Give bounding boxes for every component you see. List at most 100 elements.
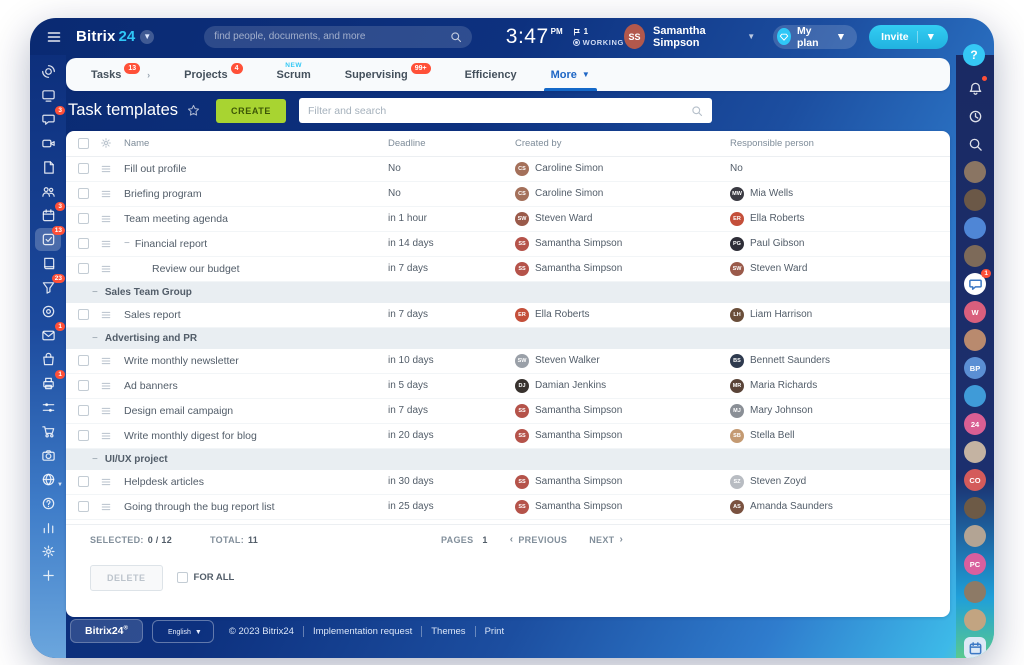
global-search-input[interactable] <box>214 31 450 42</box>
calendar-shortcut[interactable] <box>964 637 986 658</box>
avatar[interactable] <box>964 189 986 211</box>
person-name[interactable]: Steven Zoyd <box>750 476 807 488</box>
row-menu-icon[interactable] <box>100 188 124 200</box>
avatar[interactable] <box>964 525 986 547</box>
row-menu-icon[interactable] <box>100 309 124 321</box>
sidebar-item-crm[interactable] <box>35 253 61 274</box>
person-name[interactable]: Bennett Saunders <box>750 355 831 367</box>
sidebar-item-sites[interactable]: 1 <box>35 370 65 394</box>
select-all-checkbox[interactable] <box>78 137 89 149</box>
footer-brand-button[interactable]: Bitrix24® <box>70 619 143 644</box>
avatar[interactable] <box>964 609 986 631</box>
row-menu-icon[interactable] <box>100 501 124 513</box>
menu-icon[interactable] <box>46 29 62 45</box>
sidebar-item-sitemap[interactable]: ▼ <box>35 469 63 490</box>
template-name[interactable]: Briefing program <box>124 187 202 200</box>
collapse-icon[interactable]: − <box>92 286 98 298</box>
person-name[interactable]: Liam Harrison <box>750 309 813 321</box>
row-checkbox[interactable] <box>78 430 89 442</box>
row-menu-icon[interactable] <box>100 263 124 275</box>
person-name[interactable]: Damian Jenkins <box>535 380 607 392</box>
row-checkbox[interactable] <box>78 501 89 513</box>
user-menu[interactable]: SS Samantha Simpson ▼ <box>623 24 755 49</box>
sidebar-item-marketing[interactable] <box>35 301 61 322</box>
sidebar-item-feed[interactable] <box>35 61 61 82</box>
my-plan-button[interactable]: My plan ▼ <box>773 24 858 49</box>
tab-tasks[interactable]: Tasks 13 › <box>74 58 167 91</box>
column-header-name[interactable]: Name <box>124 137 150 149</box>
person-name[interactable]: Caroline Simon <box>535 188 604 200</box>
row-checkbox[interactable] <box>78 476 89 488</box>
avatar[interactable] <box>964 497 986 519</box>
row-checkbox[interactable] <box>78 405 89 417</box>
rail-search-icon[interactable] <box>964 133 986 155</box>
person-name[interactable]: Samantha Simpson <box>535 405 623 417</box>
sidebar-item-company[interactable] <box>35 445 61 466</box>
footer-link-implementation[interactable]: Implementation request <box>312 625 413 637</box>
person-name[interactable]: Paul Gibson <box>750 238 805 250</box>
history-icon[interactable] <box>964 105 986 127</box>
row-checkbox[interactable] <box>78 238 89 250</box>
avatar-24[interactable]: 24 <box>964 413 986 435</box>
sidebar-item-messenger[interactable]: 3 <box>35 106 65 130</box>
filter-search-input[interactable] <box>307 104 691 117</box>
template-name[interactable]: Review our budget <box>152 262 240 275</box>
row-menu-icon[interactable] <box>100 238 124 250</box>
help-button[interactable]: ? <box>963 44 985 66</box>
for-all-checkbox[interactable]: FOR ALL <box>176 572 234 584</box>
tab-more[interactable]: More ▼ <box>534 58 607 92</box>
avatar[interactable] <box>964 385 986 407</box>
person-name[interactable]: Mia Wells <box>750 188 794 200</box>
template-name[interactable]: Ad banners <box>124 379 178 392</box>
group-row[interactable]: − Sales Team Group <box>66 281 950 303</box>
sidebar-item-docs[interactable] <box>35 157 61 178</box>
sidebar-item-online-store[interactable] <box>35 421 61 442</box>
sidebar-item-calendar[interactable]: 3 <box>35 202 65 226</box>
language-selector[interactable]: English ▼ <box>151 619 214 643</box>
person-name[interactable]: Mary Johnson <box>750 405 813 417</box>
row-menu-icon[interactable] <box>100 380 124 392</box>
row-checkbox[interactable] <box>78 188 89 200</box>
favorite-star-icon[interactable] <box>187 104 200 117</box>
person-name[interactable]: Ella Roberts <box>535 309 590 321</box>
avatar[interactable] <box>964 245 986 267</box>
row-menu-icon[interactable] <box>100 355 124 367</box>
footer-link-themes[interactable]: Themes <box>431 625 466 637</box>
avatar[interactable] <box>964 441 986 463</box>
notifications-icon[interactable] <box>964 75 988 99</box>
row-checkbox[interactable] <box>78 163 89 175</box>
person-name[interactable]: Steven Walker <box>535 355 600 367</box>
template-name[interactable]: Financial report <box>134 237 208 250</box>
template-name[interactable]: Team meeting agenda <box>124 212 228 225</box>
avatar-co[interactable]: CO <box>964 469 986 491</box>
template-name[interactable]: Helpdesk articles <box>124 475 204 488</box>
person-name[interactable]: Amanda Saunders <box>750 501 833 513</box>
row-menu-icon[interactable] <box>100 405 124 417</box>
row-checkbox[interactable] <box>78 213 89 225</box>
person-name[interactable]: Caroline Simon <box>535 163 604 175</box>
person-name[interactable]: Steven Ward <box>750 263 808 275</box>
work-time-widget[interactable]: 3:47 PM 1 WORKING <box>506 26 624 47</box>
create-button[interactable]: CREATE <box>216 98 286 123</box>
sidebar-item-settings[interactable] <box>35 541 61 562</box>
template-name[interactable]: Sales report <box>124 308 181 321</box>
person-name[interactable]: Samantha Simpson <box>535 501 623 513</box>
sidebar-item-shop[interactable] <box>35 349 61 370</box>
row-menu-icon[interactable] <box>100 430 124 442</box>
person-name[interactable]: Samantha Simpson <box>535 430 623 442</box>
group-row[interactable]: − Advertising and PR <box>66 327 950 349</box>
avatar-w[interactable]: W <box>964 301 986 323</box>
person-name[interactable]: Stella Bell <box>750 430 795 442</box>
expander-icon[interactable]: − <box>124 238 130 250</box>
sidebar-item-mail[interactable]: 1 <box>35 322 65 346</box>
tab-supervising[interactable]: Supervising 99+ <box>328 58 448 91</box>
bitrix-logo[interactable]: Bitrix 24 ▼ <box>76 28 155 45</box>
template-name[interactable]: Write monthly digest for blog <box>124 429 257 442</box>
person-name[interactable]: Samantha Simpson <box>535 476 623 488</box>
template-name[interactable]: Fill out profile <box>124 162 187 175</box>
person-name[interactable]: Ella Roberts <box>750 213 805 225</box>
row-menu-icon[interactable] <box>100 163 124 175</box>
collapse-icon[interactable]: − <box>92 332 98 344</box>
invite-button[interactable]: Invite ▼ <box>869 24 948 49</box>
tab-projects[interactable]: Projects 4 <box>167 58 259 91</box>
